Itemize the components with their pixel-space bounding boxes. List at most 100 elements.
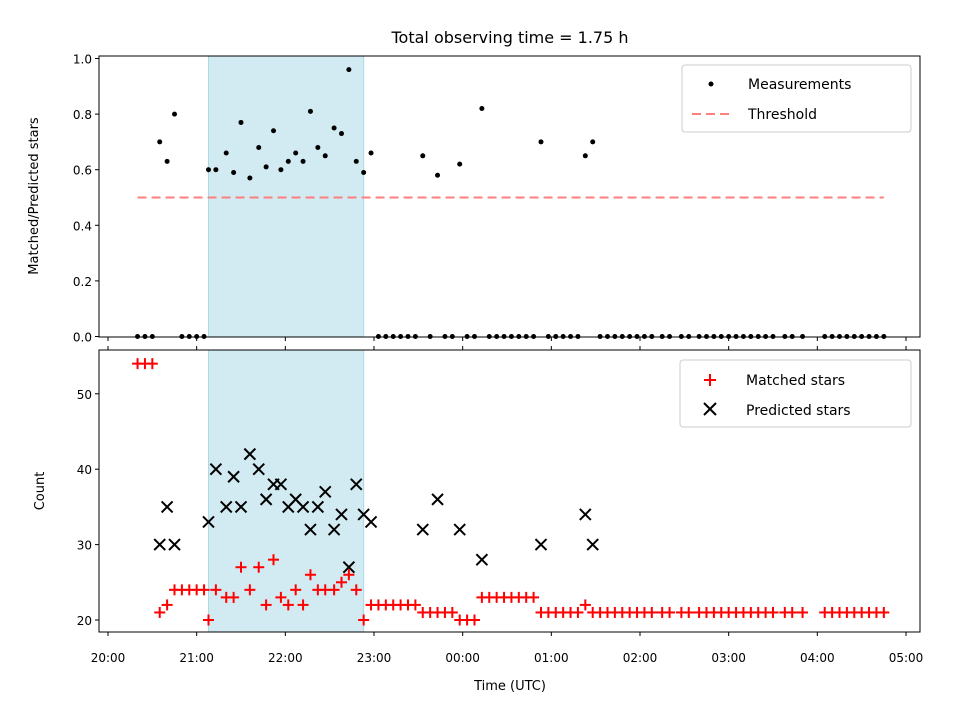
matched-point (228, 591, 240, 603)
predicted-point (319, 485, 332, 499)
predicted-point-stroke (416, 523, 429, 536)
bottom-y-tick-label: 50 (77, 388, 92, 402)
predicted-point (274, 478, 288, 491)
matched-point (304, 569, 316, 581)
matched-point (244, 584, 256, 596)
matched-point (253, 561, 265, 573)
legend-threshold-label: Threshold (747, 107, 817, 123)
predicted-point (416, 523, 429, 536)
bottom-x-tick-label: 05:00 (889, 651, 924, 665)
measurement-point (278, 167, 284, 173)
matched-point (579, 599, 591, 611)
top-y-tick-label: 0.4 (73, 219, 92, 233)
measurement-point (307, 108, 313, 114)
measurement-point (300, 158, 306, 164)
predicted-point-stroke (319, 485, 332, 499)
predicted-point (311, 500, 325, 514)
top-y-axis-label: Matched/Predicted stars (27, 117, 42, 275)
bottom-y-tick-label: 40 (77, 463, 92, 477)
measurement-point (223, 150, 229, 156)
measurement-point (172, 111, 177, 117)
top-x-ticks (107, 337, 907, 350)
predicted-point (327, 523, 341, 536)
matched-point (297, 599, 309, 611)
bottom-x-tick-label: 02:00 (623, 651, 658, 665)
predicted-point (259, 493, 273, 506)
top-y-ticks: 0.0 0.2 0.4 0.6 0.8 1.0 (73, 53, 99, 345)
predicted-point (160, 500, 174, 514)
measurement-point (346, 67, 352, 73)
matched-point (290, 584, 302, 596)
matched-point (528, 591, 540, 603)
legend-predicted-marker (703, 402, 717, 416)
predicted-point-stroke (289, 493, 302, 506)
matched-point (198, 584, 210, 596)
predicted-point (453, 523, 466, 536)
matched-point (786, 606, 798, 618)
matched-point (268, 554, 280, 566)
predicted-point-stroke (153, 538, 166, 551)
matched-point (161, 599, 173, 611)
predicted-point (227, 470, 240, 483)
matched-point (282, 599, 294, 611)
predicted-point (342, 561, 356, 574)
predicted-point-stroke (453, 523, 466, 536)
measurement-point (231, 169, 237, 175)
predicted-point (220, 500, 233, 514)
predicted-point-stroke (259, 493, 273, 506)
measurement-point (361, 169, 367, 175)
legend-measurements-marker (708, 81, 714, 87)
predicted-point (209, 462, 223, 476)
measurement-point (457, 161, 463, 167)
predicted-point (350, 478, 363, 491)
predicted-point (475, 553, 489, 566)
predicted-point (335, 508, 348, 521)
top-legend: Measurements Threshold (681, 64, 912, 133)
predicted-point (586, 538, 599, 551)
predicted-point-stroke (364, 515, 378, 529)
legend-matched-marker (704, 374, 716, 386)
measurement-point (271, 128, 277, 134)
chart-title: Total observing time = 1.75 h (390, 28, 628, 47)
bottom-x-tick-label: 03:00 (711, 651, 746, 665)
matched-point (350, 584, 362, 596)
measurement-point (293, 150, 299, 156)
predicted-point (202, 515, 215, 529)
predicted-point-stroke (220, 500, 233, 514)
bottom-x-tick-label: 20:00 (91, 651, 126, 665)
matched-point (468, 614, 480, 626)
matched-point (328, 584, 340, 596)
matched-point (154, 606, 166, 618)
predicted-point (168, 538, 181, 551)
matched-point (664, 606, 676, 618)
predicted-point (579, 508, 592, 521)
top-panel: 0.0 0.2 0.4 0.6 0.8 1.0 Matched/Predicted sta… (27, 53, 921, 350)
matched-point (202, 614, 214, 626)
predicted-point (234, 500, 248, 514)
measurement-point (338, 131, 344, 137)
matched-point (878, 606, 890, 618)
predicted-point-stroke (168, 538, 181, 551)
predicted-point (243, 447, 257, 461)
measurement-point (157, 139, 163, 145)
matched-point (343, 569, 355, 581)
predicted-points-group (153, 447, 599, 574)
bottom-panel: 20 30 40 50 20:00 21:00 22:00 23:00 00:00 01:00 0… (33, 349, 924, 694)
matched-point (358, 614, 370, 626)
top-panel-frame (98, 55, 921, 338)
matched-point (572, 606, 584, 618)
predicted-point-stroke (202, 515, 215, 529)
top-y-tick-label: 0.6 (73, 164, 92, 178)
predicted-point-stroke (252, 462, 265, 476)
top-legend-box (681, 64, 912, 133)
predicted-point-stroke (579, 508, 592, 521)
predicted-point (304, 523, 317, 536)
measurement-point (205, 167, 211, 173)
matched-point (683, 606, 695, 618)
predicted-point-stroke (160, 500, 174, 514)
predicted-point-stroke (227, 470, 240, 483)
predicted-point-stroke (327, 523, 341, 536)
predicted-point-stroke (335, 508, 348, 521)
matched-point (260, 599, 272, 611)
